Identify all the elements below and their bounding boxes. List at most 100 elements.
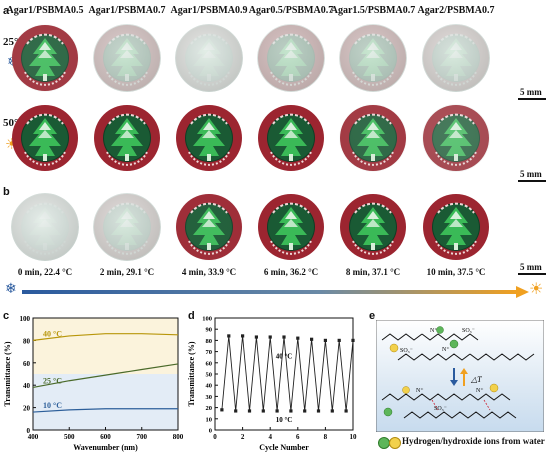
- svg-text:N⁺: N⁺: [476, 387, 484, 394]
- opacity-overlay: [93, 24, 161, 92]
- hydrogel-disk: [175, 104, 243, 172]
- x-axis-label: Cycle Number: [259, 443, 309, 452]
- sample-label: Agar1/PSBMA0.7: [88, 5, 166, 16]
- bg-band-warm: [33, 318, 178, 374]
- annotation-40c: 40 °C: [276, 352, 293, 360]
- hydrogen-ion-icon: [389, 437, 401, 449]
- panel-label-a: a: [3, 5, 10, 17]
- data-point: [241, 334, 245, 338]
- series-label: 25 °C: [43, 376, 62, 385]
- hydrogel-disk: [257, 193, 325, 261]
- sun-icon: ☀: [529, 281, 544, 298]
- series-label: 10 °C: [43, 401, 62, 410]
- hydrogel-disk: [93, 104, 161, 172]
- opacity-overlay: [422, 104, 490, 172]
- x-tick-label: 2: [241, 433, 245, 441]
- series-line: [221, 335, 354, 412]
- snowflake-icon: ❄: [5, 282, 17, 297]
- data-point: [337, 338, 341, 342]
- ion-legend-text: Hydrogen/hydroxide ions from water: [402, 436, 545, 446]
- panel-label-e: e: [369, 310, 376, 322]
- panel-label-d: d: [188, 310, 195, 322]
- opacity-overlay: [11, 193, 79, 261]
- series-line: [32, 333, 179, 341]
- hydrogel-disk: [422, 24, 490, 92]
- data-point: [254, 335, 258, 339]
- x-tick-label: 800: [173, 433, 184, 441]
- opacity-overlay: [257, 193, 325, 261]
- x-tick-label: 500: [64, 433, 75, 441]
- svg-text:N⁺: N⁺: [430, 327, 438, 334]
- y-tick-label: 0: [27, 427, 31, 435]
- x-tick-label: 0: [213, 433, 217, 441]
- hydrogel-disk: [93, 24, 161, 92]
- y-axis-label: Transmittance (%): [187, 341, 196, 406]
- scale-bar-3: [518, 273, 546, 275]
- x-tick-label: 600: [100, 433, 111, 441]
- y-tick-label: 20: [23, 405, 31, 413]
- data-point: [296, 336, 300, 340]
- data-point: [323, 338, 327, 342]
- chart-transmittance-wavelength: 0 20 40 60 80 100 400 500 600 700 800 Wavenumber (n…: [3, 315, 184, 452]
- y-tick-label: 80: [23, 337, 31, 345]
- hydrogel-disk: [11, 104, 79, 172]
- y-tick-label: 30: [206, 394, 213, 401]
- opacity-overlay: [93, 104, 161, 172]
- y-tick-label: 20: [206, 405, 213, 412]
- hydrogel-disk: [422, 104, 490, 172]
- opacity-overlay: [93, 193, 161, 261]
- hydrogel-disk: [422, 193, 490, 261]
- mechanism-schematic: N⁺ SO₃⁻ N⁺ SO₃⁻ △T N⁺ N⁺ SO₃⁻: [376, 320, 544, 432]
- sample-label: Agar1/PSBMA0.5: [6, 5, 84, 16]
- opacity-overlay: [175, 193, 243, 261]
- y-tick-label: 40: [23, 382, 31, 390]
- hydrogel-disk: [257, 24, 325, 92]
- opacity-overlay: [11, 24, 79, 92]
- svg-text:N⁺: N⁺: [442, 346, 450, 353]
- opacity-overlay: [11, 104, 79, 172]
- opacity-overlay: [175, 24, 243, 92]
- hydrogel-disk: [339, 24, 407, 92]
- data-point: [330, 409, 334, 413]
- y-tick-label: 60: [23, 360, 31, 368]
- hydrogel-disk: [11, 24, 79, 92]
- time-caption: 2 min, 29.1 °C: [99, 267, 155, 277]
- x-tick-label: 6: [296, 433, 300, 441]
- data-point: [344, 409, 348, 413]
- data-point: [220, 408, 224, 412]
- opacity-overlay: [339, 24, 407, 92]
- svg-text:SO₃⁻: SO₃⁻: [400, 348, 413, 354]
- series-line: [32, 363, 179, 389]
- x-axis-label: Wavenumber (nm): [73, 443, 138, 452]
- opacity-overlay: [422, 193, 490, 261]
- plot-frame: [214, 317, 354, 431]
- data-point: [275, 409, 279, 413]
- scale-label-1: 5 mm: [520, 87, 542, 97]
- delta-t-label: △T: [470, 375, 482, 384]
- y-tick-label: 70: [206, 349, 213, 356]
- annotation-10c: 10 °C: [276, 416, 293, 424]
- x-tick-label: 700: [137, 433, 148, 441]
- opacity-overlay: [257, 24, 325, 92]
- svg-text:SO₃⁻: SO₃⁻: [462, 328, 475, 334]
- data-point: [351, 338, 355, 342]
- y-tick-label: 40: [206, 383, 213, 390]
- chart-transmittance-cycles: 0 10 20 30 40 50 60 70 80 90 100 0 2 4 6 8 10 Cycle Numbe…: [187, 316, 357, 453]
- data-point: [289, 409, 293, 413]
- hydrogel-disk: [93, 193, 161, 261]
- data-point: [316, 409, 321, 413]
- time-caption: 8 min, 37.1 °C: [345, 267, 401, 277]
- sample-label: Agar1.5/PSBMA0.7: [330, 5, 416, 16]
- data-point: [268, 335, 272, 339]
- time-caption: 4 min, 33.9 °C: [181, 267, 237, 277]
- y-tick-label: 90: [206, 327, 213, 334]
- y-tick-label: 10: [206, 416, 213, 423]
- scale-bar-2: [518, 180, 546, 182]
- data-point: [247, 409, 252, 413]
- y-tick-label: 100: [20, 315, 31, 323]
- sample-label: Agar0.5/PSBMA0.7: [248, 5, 334, 16]
- hydrogel-disk: [257, 104, 325, 172]
- data-point: [282, 335, 286, 339]
- panel-label-b: b: [3, 186, 10, 198]
- data-point: [234, 409, 238, 413]
